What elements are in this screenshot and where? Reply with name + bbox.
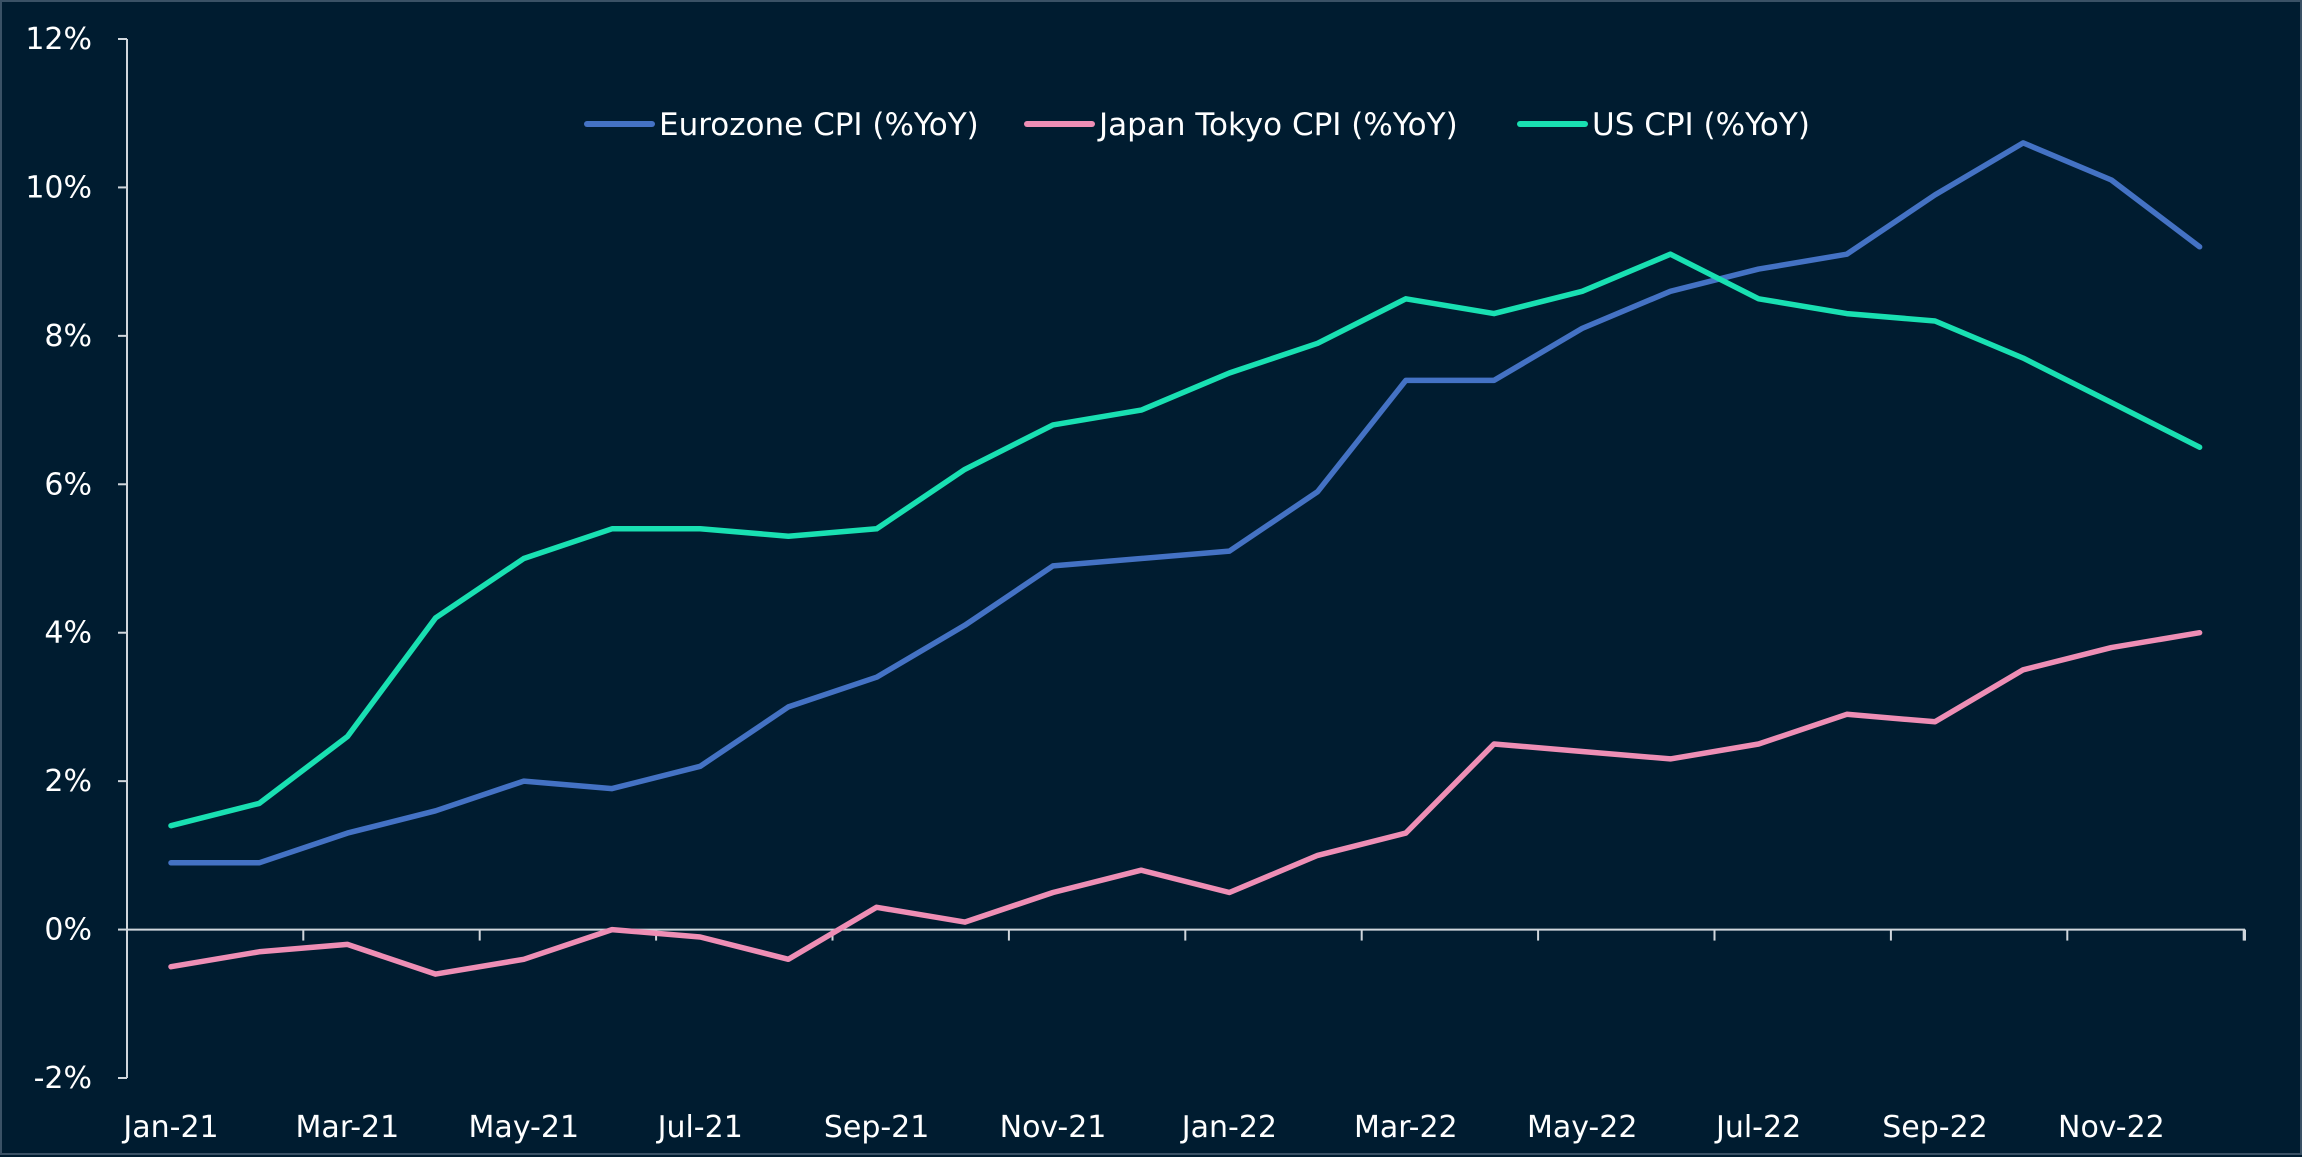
- y-tick-label: 4%: [44, 616, 92, 651]
- x-tick-label: Jan-22: [1180, 1110, 1277, 1145]
- x-tick-label: Jul-22: [1714, 1110, 1801, 1145]
- legend: Eurozone CPI (%YoY) Japan Tokyo CPI (%YoY…: [584, 107, 1810, 143]
- series-line-us-cpi-yoy: [168, 251, 2203, 829]
- legend-label-japan-tokyo-cpi-yoy: Japan Tokyo CPI (%YoY): [1097, 107, 1458, 143]
- series-line-eurozone-cpi-yoy: [168, 140, 2203, 866]
- x-tick-label: Mar-22: [1354, 1110, 1458, 1145]
- y-tick-label: 2%: [44, 764, 92, 799]
- series-layer: [168, 140, 2203, 977]
- x-tick-label: Sep-21: [824, 1110, 930, 1145]
- x-tick-label: May-22: [1527, 1110, 1638, 1145]
- x-tick-label: Mar-21: [296, 1110, 400, 1145]
- legend-label-eurozone-cpi-yoy: Eurozone CPI (%YoY): [659, 107, 979, 143]
- x-tick-label: Nov-21: [1000, 1110, 1107, 1145]
- series-line-japan-tokyo-cpi-yoy: [168, 629, 2203, 977]
- y-tick-label: 12%: [25, 22, 92, 57]
- x-tick-label: Jan-21: [121, 1110, 218, 1145]
- x-tick-label: Sep-22: [1882, 1110, 1988, 1145]
- legend-label-us-cpi-yoy: US CPI (%YoY): [1592, 107, 1810, 143]
- y-tick-label: -2%: [34, 1061, 92, 1096]
- y-tick-label: 10%: [25, 170, 92, 205]
- y-tick-label: 6%: [44, 467, 92, 502]
- x-tick-label: Jul-21: [656, 1110, 743, 1145]
- x-tick-label: Nov-22: [2058, 1110, 2165, 1145]
- y-tick-label: 8%: [44, 319, 92, 354]
- x-tick-label: May-21: [469, 1110, 580, 1145]
- axes: -2% 0% 2% 4% 6% 8% 10% 12% Jan-21 Mar-21 May-21 Jul…: [25, 22, 2246, 1145]
- y-tick-label: 0%: [44, 913, 92, 948]
